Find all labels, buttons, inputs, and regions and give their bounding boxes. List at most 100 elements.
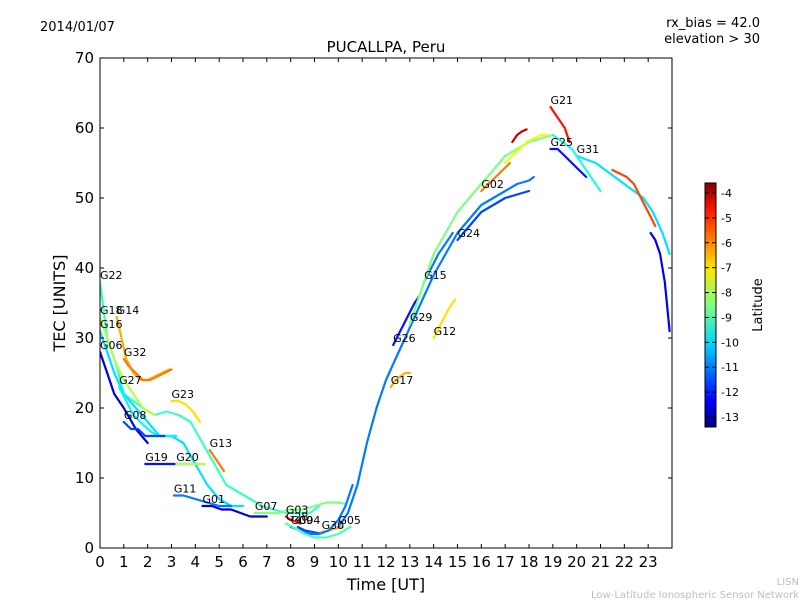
x-axis-label: Time [UT] (346, 575, 425, 594)
series-label: G18 (100, 304, 123, 317)
series-line (172, 494, 233, 508)
series-label: G12 (434, 325, 457, 338)
x-tick-label: 15 (448, 553, 467, 571)
colorbar-tick-label: -13 (721, 411, 739, 424)
y-tick-label: 30 (75, 329, 94, 347)
chart-title: PUCALLPA, Peru (327, 38, 446, 56)
series-line (253, 501, 347, 515)
series-label: G24 (458, 227, 481, 240)
series-line (432, 298, 457, 340)
x-tick-label: 12 (376, 553, 395, 571)
x-tick-label: 5 (214, 553, 224, 571)
series-line (100, 329, 245, 508)
y-axis: 0 10 20 30 40 50 60 70 (75, 49, 672, 557)
series-label: G06 (100, 339, 123, 352)
x-tick-label: 9 (310, 553, 320, 571)
series-label: G32 (124, 346, 147, 359)
series-line (549, 105, 571, 144)
x-tick-label: 10 (329, 553, 348, 571)
x-tick-label: 16 (472, 553, 491, 571)
date-label: 2014/01/07 (40, 20, 115, 35)
series-line (100, 315, 156, 417)
colorbar-tick-label: -7 (721, 262, 732, 275)
colorbar-label: Latitude (751, 278, 766, 332)
series-line (504, 133, 550, 165)
x-axis: 0 1 2 3 4 5 6 7 8 9 10 11 12 13 14 15 16 17 18 19 20 21 22 23 (95, 58, 658, 571)
series-label: G30 (322, 519, 345, 532)
rx-bias-label: rx_bias = 42.0 (666, 16, 760, 31)
series-label: G01 (202, 493, 225, 506)
series-line (649, 231, 671, 333)
colorbar-tick-label: -10 (721, 336, 739, 349)
x-tick-label: 22 (615, 553, 634, 571)
colorbar-tick-label: -6 (721, 237, 732, 250)
series-label: G16 (100, 318, 123, 331)
plot-frame (99, 57, 673, 549)
y-tick-label: 70 (75, 49, 94, 67)
x-tick-label: 18 (519, 553, 538, 571)
x-tick-label: 7 (262, 553, 272, 571)
series-label: G20 (176, 451, 199, 464)
series-line (611, 168, 657, 228)
series-line (100, 350, 149, 445)
x-tick-label: 8 (286, 553, 296, 571)
series-line (511, 128, 528, 144)
colorbar-tick-label: -5 (721, 212, 732, 225)
series-label: G31 (577, 143, 600, 156)
x-tick-label: 11 (353, 553, 372, 571)
series-label: G29 (410, 311, 433, 324)
series-label: G15 (424, 269, 447, 282)
series-line (423, 231, 454, 284)
y-tick-label: 0 (84, 539, 94, 557)
x-tick-label: 21 (591, 553, 610, 571)
series-line (549, 147, 588, 179)
series-layer (100, 105, 671, 539)
x-tick-label: 17 (496, 553, 515, 571)
series-label: G22 (100, 269, 123, 282)
series-label: G04 (298, 514, 321, 527)
series-label: G03 (286, 504, 309, 517)
series-label: G28 (286, 511, 309, 524)
x-tick-label: 20 (567, 553, 586, 571)
x-tick-label: 4 (191, 553, 201, 571)
colorbar-tick-label: -9 (721, 311, 732, 324)
series-line (480, 161, 511, 193)
colorbar (704, 182, 717, 428)
series-label: G13 (210, 437, 233, 450)
series-label: G14 (117, 304, 140, 317)
y-tick-label: 60 (75, 119, 94, 137)
series-label: G11 (174, 483, 197, 496)
series-label: G21 (550, 94, 573, 107)
elevation-label: elevation > 30 (664, 32, 760, 47)
series-line (296, 525, 321, 535)
series-line (122, 357, 173, 382)
series-label: G08 (124, 409, 147, 422)
colorbar-ticks: -4 -5 -6 -7 -8 -9 -10 -11 -12 -13 (705, 187, 739, 424)
x-tick-label: 23 (639, 553, 658, 571)
series-line (551, 133, 602, 193)
series-line (575, 154, 671, 256)
x-tick-label: 6 (238, 553, 248, 571)
footer-network: Low-Latitude Ionospheric Sensor Network (591, 590, 799, 600)
series-line (337, 175, 535, 529)
series-label: G02 (481, 178, 504, 191)
x-tick-label: 3 (167, 553, 177, 571)
x-tick-label: 2 (143, 553, 153, 571)
series-label: G23 (172, 388, 195, 401)
colorbar-tick-label: -8 (721, 287, 732, 300)
series-label: G25 (550, 136, 573, 149)
y-tick-label: 40 (75, 259, 94, 277)
colorbar-tick-label: -12 (721, 386, 739, 399)
x-tick-label: 13 (400, 553, 419, 571)
series-line (122, 420, 166, 438)
x-tick-label: 14 (424, 553, 443, 571)
series-label: G09 (291, 514, 314, 527)
series-line (201, 504, 268, 518)
series-label: G27 (119, 374, 142, 387)
series-line (389, 371, 411, 389)
y-tick-label: 10 (75, 469, 94, 487)
series-line (170, 399, 202, 424)
series-line (392, 294, 421, 347)
colorbar-tick-label: -4 (721, 187, 732, 200)
